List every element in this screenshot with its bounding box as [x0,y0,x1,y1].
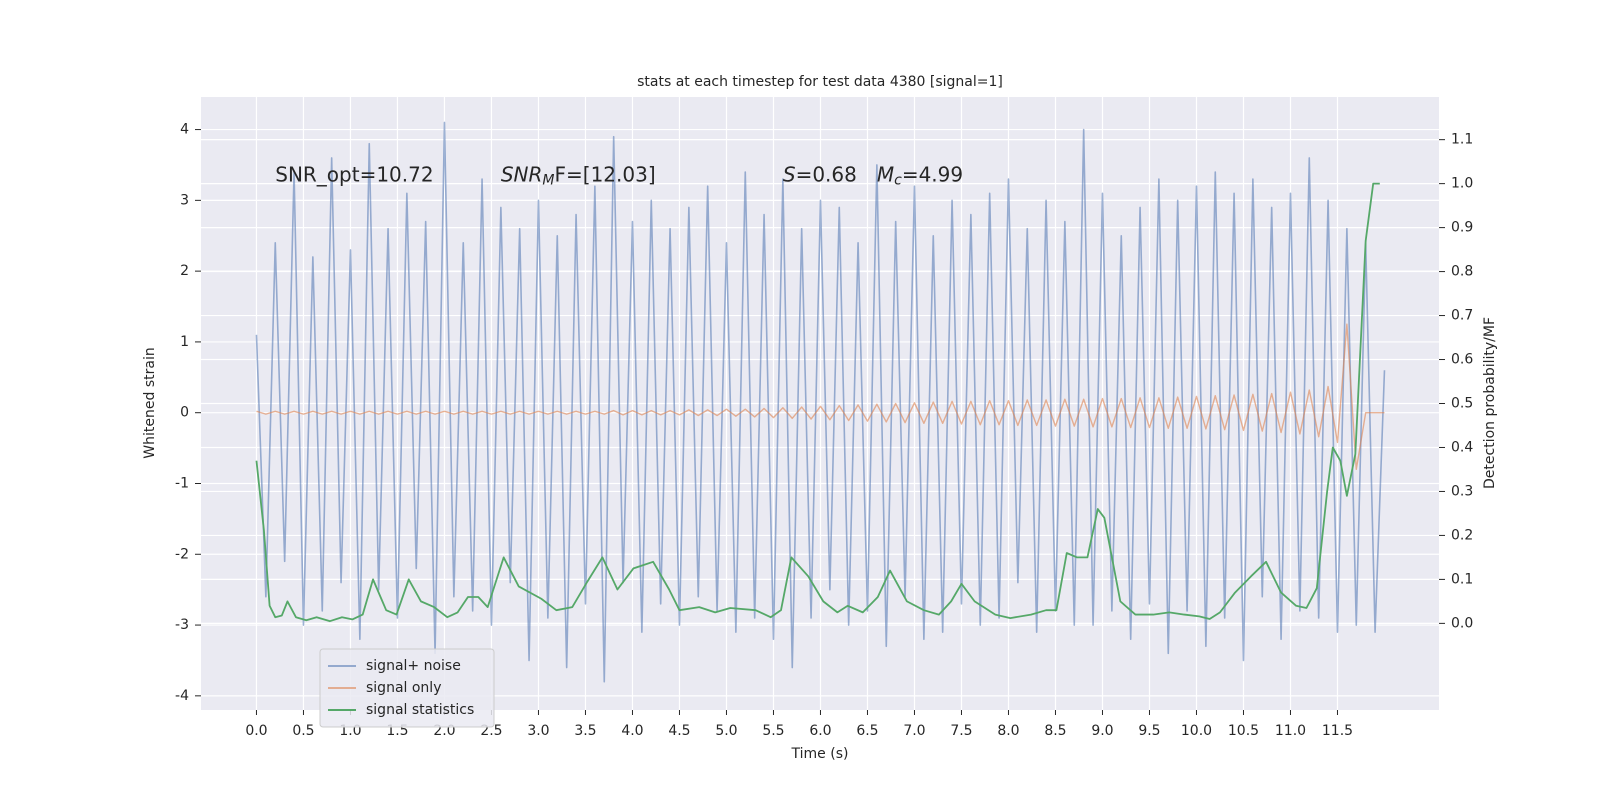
y2-axis-label: Detection probability/MF [1482,317,1498,489]
x-tick-label: 10.5 [1228,723,1259,739]
annotation: SNR_opt=10.72 [275,162,433,186]
annotation-part: M [877,162,894,186]
series-line [256,323,1385,471]
x-tick-label: 8.0 [997,723,1019,739]
y-tick-label: -2 [175,546,189,562]
annotations: SNR_opt=10.72 SNRMF=[12.03] S=0.68 Mc=4.99 [275,162,963,189]
y2-tick-label: 0.7 [1451,308,1473,324]
y2-tick-label: 0.4 [1451,439,1473,455]
y-tick-label: 1 [180,334,189,350]
annotation-part: F=[12.03] [555,162,656,186]
annotation-part: SNR [501,162,543,186]
legend-label: signal+ noise [366,658,461,674]
annotation: Mc=4.99 [877,162,963,189]
x-tick-label: 9.5 [1138,723,1160,739]
y2-tick-label: 0.2 [1451,527,1473,543]
y-tick-label: -3 [175,617,189,633]
x-tick-label: 6.0 [809,723,831,739]
x-tick-label: 3.0 [527,723,549,739]
annotation-part: M [542,173,554,189]
x-tick-label: 9.0 [1091,723,1113,739]
legend: signal+ noise signal only signal statistic… [319,648,495,728]
x-tick-label: 7.0 [903,723,925,739]
y2-tick-label: 0.1 [1451,571,1473,587]
x-axis-label: Time (s) [791,746,849,762]
y2-tick-label: 0.5 [1451,396,1473,412]
annotation-part: =4.99 [902,162,963,186]
x-tick-label: 5.5 [762,723,784,739]
annotation-part: =0.68 [796,162,857,186]
y-tick-label: 3 [180,192,189,208]
x-tick-label: 11.0 [1275,723,1306,739]
y2-tick-label: 1.0 [1451,176,1473,192]
y-tick-label: 4 [180,122,189,138]
annotation-part: SNR_opt=10.72 [275,162,433,186]
x-tick-label: 3.5 [574,723,596,739]
x-tick-label: 0.0 [245,723,267,739]
y2-tick-label: 0.0 [1451,615,1473,631]
y-tick-label: -1 [175,475,189,491]
annotation-part: S [783,162,796,186]
legend-label: signal only [366,680,441,696]
x-tick-label: 8.5 [1044,723,1066,739]
x-tick-label: 11.5 [1322,723,1353,739]
y2-tick-label: 0.3 [1451,483,1473,499]
x-tick-label: 0.5 [292,723,314,739]
marks [255,121,1386,683]
annotation: SNRMF=[12.03] [501,162,656,189]
legend-label: signal statistics [366,702,474,718]
x-tick-label: 7.5 [950,723,972,739]
x-tick-label: 4.5 [668,723,690,739]
axes: 0.0 0.5 1.0 1.5 2.0 2.5 3.0 3.5 4.0 4.5 5.0 5.5 6.0 6… [175,122,1473,739]
y2-tick-label: 0.8 [1451,264,1473,280]
x-tick-label: 10.0 [1181,723,1212,739]
legend-box [319,648,495,728]
series-line [255,121,1386,683]
y-tick-label: 0 [180,405,189,421]
series-line [255,182,1380,623]
x-tick-label: 5.0 [715,723,737,739]
y2-tick-label: 1.1 [1451,132,1473,148]
annotation: S=0.68 [783,162,857,186]
annotation-part: c [894,173,902,189]
y-axis-label: Whitened strain [142,347,158,458]
x-tick-label: 6.5 [856,723,878,739]
y2-tick-label: 0.9 [1451,220,1473,236]
chart-title: stats at each timestep for test data 438… [637,74,1003,90]
x-tick-label: 4.0 [621,723,643,739]
y-tick-label: 2 [180,263,189,279]
y2-tick-label: 0.6 [1451,352,1473,368]
y-tick-label: -4 [175,688,189,704]
